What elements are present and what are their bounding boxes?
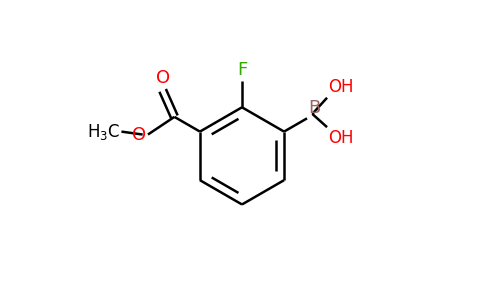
Text: O: O	[132, 125, 147, 143]
Text: OH: OH	[329, 78, 354, 96]
Text: OH: OH	[329, 129, 354, 147]
Text: O: O	[155, 69, 170, 87]
Text: H$_3$C: H$_3$C	[87, 122, 120, 142]
Text: F: F	[237, 61, 247, 79]
Text: B: B	[308, 99, 321, 117]
